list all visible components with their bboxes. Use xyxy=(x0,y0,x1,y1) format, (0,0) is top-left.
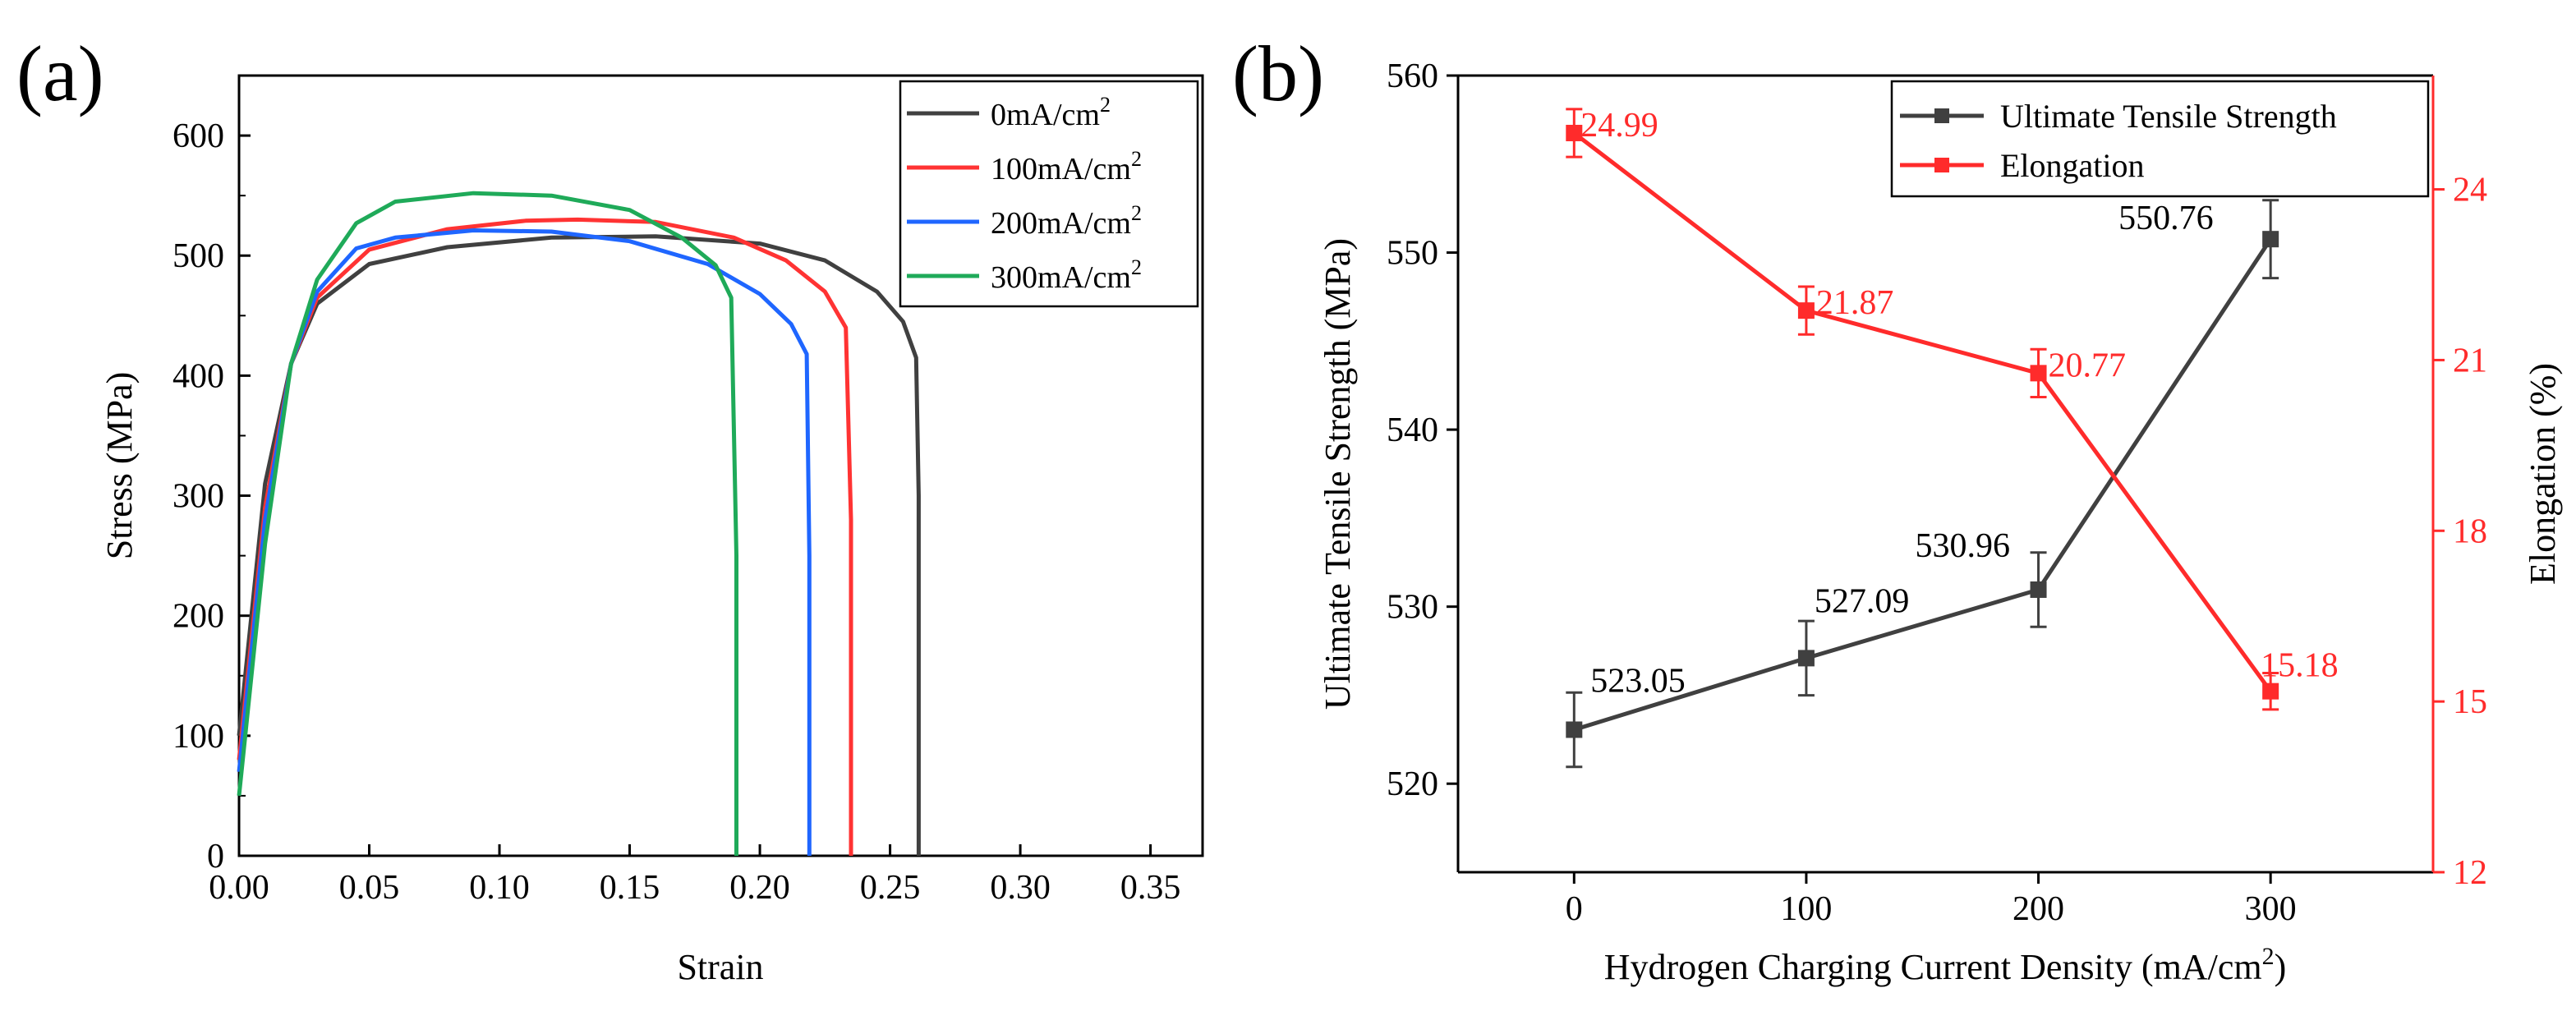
elongation-data-label: 21.87 xyxy=(1816,284,1894,322)
legend-swatch-elongation-marker xyxy=(1934,158,1949,172)
panel-a: (a) 0.00 0.05 0.10 0.15 0.20 0.25 0.30 0.35 0 10… xyxy=(16,30,1204,987)
legend-label-uts: Ultimate Tensile Strength xyxy=(2000,98,2337,135)
panel-a-label: (a) xyxy=(16,30,104,117)
panel-a-y-tick-label: 500 xyxy=(172,237,224,275)
panel-a-x-ticks: 0.00 0.05 0.10 0.15 0.20 0.25 0.30 0.35 xyxy=(209,844,1180,907)
panel-b-x-tick-label: 100 xyxy=(1780,890,1832,928)
panel-b-right-y-ticks: 12 15 18 21 24 xyxy=(2433,172,2487,892)
uts-data-label: 530.96 xyxy=(1916,527,2011,565)
elongation-data-label: 24.99 xyxy=(1580,107,1658,145)
legend-label-200ma: 200mA/cm2 xyxy=(991,201,1142,241)
panel-a-x-tick-label: 0.35 xyxy=(1120,869,1181,907)
panel-a-x-tick-label: 0.25 xyxy=(860,869,921,907)
panel-a-x-tick-label: 0.30 xyxy=(990,869,1051,907)
panel-b: (b) 0 100 200 300 520 530 540 550 560 12 15 18 21 2… xyxy=(1232,30,2563,987)
elongation-marker xyxy=(1566,124,1583,141)
panel-b-right-y-axis-label: Elongation (%) xyxy=(2523,363,2563,585)
panel-b-y-tick-label: 560 xyxy=(1387,57,1438,95)
panel-a-y-tick-label: 300 xyxy=(172,478,224,516)
panel-a-y-tick-label: 200 xyxy=(172,598,224,636)
panel-a-y-tick-label: 100 xyxy=(172,718,224,756)
panel-a-legend: 0mA/cm2 100mA/cm2 200mA/cm2 300mA/cm2 xyxy=(899,80,1199,308)
elongation-series-line xyxy=(1572,131,2273,693)
panel-b-left-y-ticks: 520 530 540 550 560 xyxy=(1387,57,1458,803)
panel-b-label: (b) xyxy=(1232,30,1324,117)
panel-b-x-tick-label: 300 xyxy=(2245,890,2297,928)
elongation-data-label: 15.18 xyxy=(2261,647,2339,685)
uts-marker xyxy=(2030,581,2047,598)
elongation-marker xyxy=(2030,365,2047,382)
panel-a-x-tick-label: 0.15 xyxy=(600,869,660,907)
uts-series-line xyxy=(1573,237,2273,732)
panel-a-y-tick-label: 0 xyxy=(207,838,224,875)
panel-b-x-axis-label: Hydrogen Charging Current Density (mA/cm… xyxy=(1604,943,2287,987)
panel-a-legend-box xyxy=(899,80,1199,308)
panel-b-y-tick-label: 530 xyxy=(1387,589,1438,627)
panel-b-y-tick-label: 550 xyxy=(1387,235,1438,273)
panel-a-y-tick-label: 600 xyxy=(172,117,224,155)
panel-a-x-tick-label: 0.10 xyxy=(469,869,530,907)
panel-a-y-axis-label: Stress (MPa) xyxy=(99,372,140,560)
panel-b-x-ticks: 0 100 200 300 xyxy=(1566,872,2297,928)
panel-a-y-tick-label: 400 xyxy=(172,357,224,395)
elongation-marker xyxy=(1797,302,1815,319)
panel-a-plot-frame xyxy=(237,74,1204,857)
panel-a-x-tick-label: 0.20 xyxy=(729,869,790,907)
panel-b-y2-tick-label: 18 xyxy=(2453,512,2487,550)
legend-label-100ma: 100mA/cm2 xyxy=(991,147,1142,186)
panel-b-x-tick-label: 200 xyxy=(2012,890,2064,928)
panel-b-x-tick-label: 0 xyxy=(1566,890,1583,928)
uts-data-label: 550.76 xyxy=(2118,200,2214,237)
uts-marker xyxy=(1797,650,1815,667)
uts-marker xyxy=(1566,721,1583,738)
panel-b-legend: Ultimate Tensile Strength Elongation xyxy=(1890,80,2430,198)
panel-a-curves xyxy=(237,191,921,856)
panel-b-y2-tick-label: 24 xyxy=(2453,172,2487,209)
uts-marker xyxy=(2262,231,2279,248)
panel-b-y-tick-label: 540 xyxy=(1387,411,1438,449)
panel-b-left-y-axis-label: Ultimate Tensile Strength (MPa) xyxy=(1318,238,1358,710)
elongation-data-label: 20.77 xyxy=(2049,347,2127,384)
panel-b-legend-box xyxy=(1890,80,2430,198)
panel-b-y2-tick-label: 21 xyxy=(2453,342,2487,379)
legend-label-0ma: 0mA/cm2 xyxy=(991,93,1111,132)
panel-a-y-ticks: 0 100 200 300 400 500 600 xyxy=(172,117,251,875)
panel-b-y-tick-label: 520 xyxy=(1387,765,1438,803)
uts-data-label: 527.09 xyxy=(1815,582,1910,620)
panel-a-x-tick-label: 0.00 xyxy=(209,869,269,907)
legend-label-elongation: Elongation xyxy=(2000,147,2145,184)
panel-b-y2-tick-label: 12 xyxy=(2453,854,2487,892)
legend-label-300ma: 300mA/cm2 xyxy=(991,255,1142,295)
panel-b-y2-tick-label: 15 xyxy=(2453,683,2487,721)
elongation-marker xyxy=(2262,682,2279,700)
legend-swatch-uts-marker xyxy=(1934,108,1949,123)
uts-data-label: 523.05 xyxy=(1590,662,1686,700)
stress-strain-curve-3 xyxy=(237,191,738,856)
panel-a-x-tick-label: 0.05 xyxy=(339,869,400,907)
panel-a-x-axis-label: Strain xyxy=(677,947,763,987)
